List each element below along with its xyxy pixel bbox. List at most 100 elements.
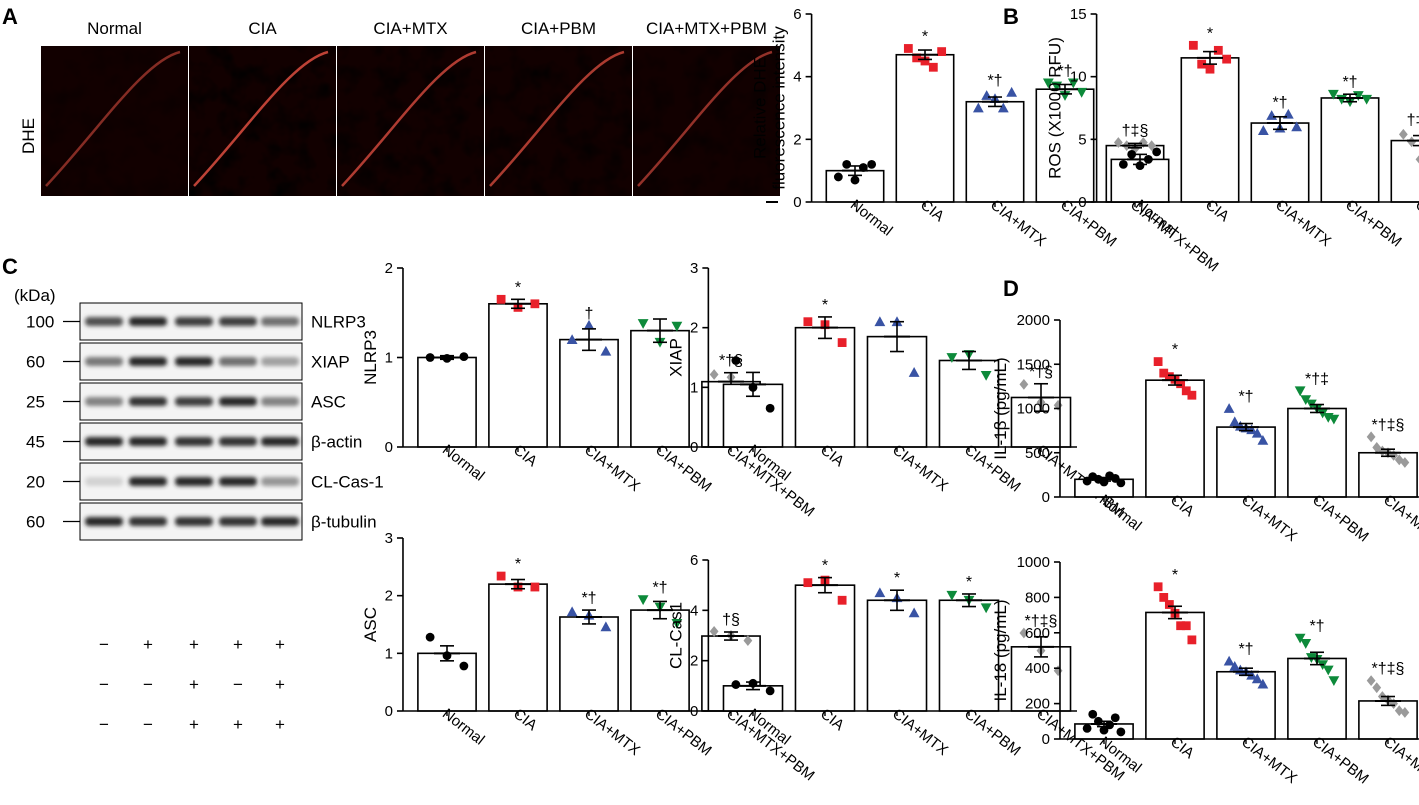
significance-cia-pbm: *† bbox=[652, 580, 667, 597]
significance-cia-mtx-pbm: *†‡§ bbox=[1025, 613, 1058, 630]
y-tick-label: 2 bbox=[690, 653, 698, 670]
micrograph-normal: Normal bbox=[41, 19, 188, 196]
y-tick-label: 1000 bbox=[1017, 401, 1050, 418]
band-lane-5 bbox=[261, 397, 299, 406]
data-point-diamond bbox=[709, 369, 719, 380]
y-axis-label: IL-18 (pg/mL) bbox=[991, 599, 1010, 701]
data-point-circle bbox=[425, 353, 435, 362]
micrograph-cia: CIA bbox=[189, 19, 336, 196]
y-tick-label: 3 bbox=[385, 530, 393, 547]
data-point-circle bbox=[867, 160, 877, 169]
band-lane-3 bbox=[175, 517, 213, 526]
y-axis-label: ASC bbox=[361, 607, 380, 642]
panel-label-d: D bbox=[1003, 276, 1019, 301]
kda-marker-25: 25 bbox=[26, 393, 45, 412]
data-point-triangle-up bbox=[1246, 424, 1258, 435]
significance-cia-pbm: *† bbox=[1057, 63, 1072, 80]
y-tick-label: 0 bbox=[385, 703, 393, 720]
bar-cia bbox=[794, 326, 856, 448]
blot-row-xiap: 60 XIAP bbox=[26, 342, 350, 381]
y-tick-label: 0 bbox=[1078, 194, 1086, 211]
data-point-circle bbox=[850, 175, 860, 185]
y-tick-label: 2000 bbox=[1017, 312, 1050, 329]
data-point-circle bbox=[1116, 727, 1126, 737]
band-lane-5 bbox=[261, 357, 299, 366]
data-point-triangle-up bbox=[997, 102, 1009, 113]
band-lane-5 bbox=[261, 437, 299, 446]
category-label-cia-pbm: CIA+PBM bbox=[1309, 491, 1372, 545]
y-tick-label: 0 bbox=[1042, 731, 1050, 748]
y-axis-label: fluorescence intensity bbox=[770, 26, 789, 190]
band-lane-1 bbox=[85, 517, 123, 526]
panel-label-a: A bbox=[2, 4, 18, 29]
data-point-square bbox=[1187, 635, 1197, 645]
category-label-cia-pbm: CIA+PBM bbox=[652, 441, 715, 495]
data-point-circle bbox=[833, 172, 843, 182]
treatment-sign: + bbox=[143, 635, 153, 654]
y-tick-label: 0 bbox=[793, 194, 801, 211]
band-lane-1 bbox=[85, 317, 123, 326]
data-point-square bbox=[912, 53, 922, 63]
data-point-triangle-up bbox=[1257, 125, 1269, 135]
bar-cia-mtx bbox=[1216, 670, 1276, 740]
data-point-diamond bbox=[1407, 136, 1417, 148]
y-tick-label: 3 bbox=[690, 260, 698, 277]
micrograph-cia-pbm: CIA+PBM bbox=[485, 19, 632, 196]
micrograph-tissue-edge bbox=[341, 50, 477, 187]
significance-cia-pbm: * bbox=[966, 574, 972, 591]
band-label-xiap: XIAP bbox=[311, 353, 350, 372]
data-point-triangle-down bbox=[1294, 633, 1306, 644]
band-label-nlrp3: NLRP3 bbox=[311, 313, 366, 332]
data-point-circle bbox=[1116, 478, 1126, 488]
significance-cia-pbm: *† bbox=[1342, 74, 1357, 91]
data-point-diamond bbox=[1019, 378, 1029, 390]
category-label-cia-mtx: CIA+MTX bbox=[889, 705, 951, 759]
significance-cia-mtx-pbm: †‡§ bbox=[1122, 122, 1149, 139]
blot-row-cl-cas-1: 20 CL-Cas-1 bbox=[26, 462, 384, 501]
y-tick-label: 500 bbox=[1025, 445, 1050, 462]
micrograph-fluorescence bbox=[485, 46, 632, 196]
significance-cia-mtx: *† bbox=[987, 72, 1002, 89]
micrograph-title-cia: CIA bbox=[248, 19, 277, 38]
bar-cia bbox=[488, 583, 548, 712]
data-point-triangle-up bbox=[1251, 673, 1263, 684]
data-point-triangle-down bbox=[671, 618, 683, 629]
category-label-cia-pbm: CIA+PBM bbox=[1309, 733, 1372, 787]
bar-cia-mtx-pbm bbox=[1358, 700, 1418, 740]
data-point-square bbox=[496, 294, 506, 304]
y-tick-label: 2 bbox=[690, 320, 698, 337]
treatment-sign: − bbox=[143, 715, 153, 734]
data-point-triangle-down bbox=[1317, 408, 1329, 419]
treatment-sign: + bbox=[233, 635, 243, 654]
data-point-square bbox=[1164, 600, 1174, 609]
data-point-triangle-up bbox=[600, 621, 612, 632]
bar-cia bbox=[488, 302, 548, 448]
category-label-normal: Normal bbox=[847, 196, 896, 239]
bar-cia-pbm bbox=[1287, 407, 1347, 498]
data-point-square bbox=[920, 56, 930, 66]
data-point-square bbox=[1181, 386, 1191, 396]
data-point-square bbox=[530, 299, 540, 309]
bar-cia-mtx bbox=[559, 338, 619, 448]
significance-cia-mtx: *† bbox=[1238, 389, 1253, 406]
band-lane-2 bbox=[129, 357, 167, 366]
data-point-circle bbox=[425, 632, 435, 642]
significance-cia-mtx-pbm: *†‡§ bbox=[1372, 661, 1405, 678]
significance-cia-mtx: † bbox=[585, 305, 594, 322]
micrograph-tissue-edge bbox=[45, 50, 181, 187]
kda-marker-60: 60 bbox=[26, 353, 45, 372]
data-point-triangle-up bbox=[1266, 110, 1278, 120]
y-tick-label: 2 bbox=[385, 588, 393, 605]
treatment-sign: + bbox=[275, 635, 285, 654]
data-point-circle bbox=[765, 686, 775, 696]
significance-cia: * bbox=[515, 279, 521, 296]
category-label-cia-mtx-pbm: CIA+MTX+PBM bbox=[1380, 733, 1419, 805]
treatment-sign: + bbox=[275, 675, 285, 694]
treatment-sign: − bbox=[143, 675, 153, 694]
bar-cia-mtx bbox=[1250, 122, 1310, 203]
data-point-triangle-down bbox=[1300, 639, 1312, 649]
data-point-square bbox=[903, 44, 913, 53]
micrograph-tissue-edge bbox=[193, 50, 329, 187]
bar-cia-pbm bbox=[1287, 657, 1347, 740]
category-label-normal: Normal bbox=[1096, 491, 1145, 534]
